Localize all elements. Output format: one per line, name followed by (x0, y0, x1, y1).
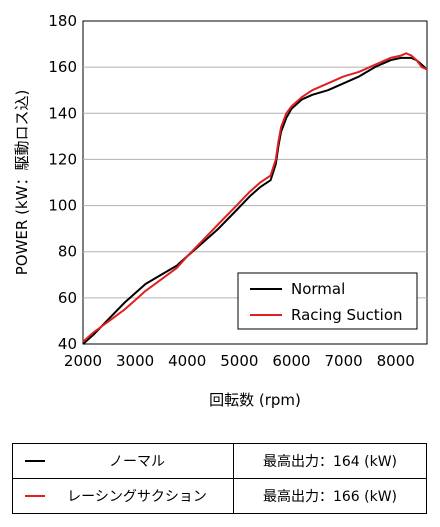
plot-frame (82, 20, 428, 345)
table-row: レーシングサクション 最高出力：166 (kW) (12, 478, 427, 514)
row-line-swatch (25, 460, 45, 462)
row-value: 最高出力：164 (kW) (233, 443, 427, 479)
x-tick-label: 2000 (64, 352, 102, 370)
row-line-swatch (25, 495, 45, 497)
y-tick-label: 80 (58, 243, 77, 261)
y-tick-label: 180 (48, 12, 77, 30)
y-axis-label: POWER (kW：駆動ロス込) (13, 90, 31, 276)
x-tick-label: 5000 (220, 352, 258, 370)
row-name-cell: レーシングサクション (12, 478, 234, 514)
x-tick-label: 7000 (325, 352, 363, 370)
x-tick-label: 8000 (377, 352, 415, 370)
power-chart: 2000 3000 4000 5000 6000 7000 8000 40 60 80 100 12… (13, 12, 428, 409)
series-line-racing-suction (82, 52, 428, 343)
legend-label-racing-suction: Racing Suction (291, 306, 403, 324)
x-axis-label: 回転数 (rpm) (209, 391, 301, 409)
y-tick-labels: 40 60 80 100 120 140 160 180 (48, 12, 77, 353)
spec-table: ノーマル 最高出力：164 (kW) レーシングサクション 最高出力：166 (… (12, 443, 427, 514)
y-tick-label: 40 (58, 335, 77, 353)
x-tick-label: 3000 (116, 352, 154, 370)
x-tick-labels: 2000 3000 4000 5000 6000 7000 8000 (64, 352, 415, 370)
y-tick-label: 100 (48, 197, 77, 215)
y-tick-label: 160 (48, 58, 77, 76)
legend: Normal Racing Suction (237, 272, 418, 330)
x-tick-label: 6000 (272, 352, 310, 370)
grid-lines (83, 66, 427, 299)
row-name: ノーマル (109, 454, 165, 470)
x-tick-label: 4000 (168, 352, 206, 370)
y-tick-label: 120 (48, 150, 77, 168)
legend-box (237, 272, 418, 330)
table-row: ノーマル 最高出力：164 (kW) (12, 443, 427, 479)
y-tick-label: 60 (58, 289, 77, 307)
legend-label-normal: Normal (291, 280, 345, 298)
row-value: 最高出力：166 (kW) (233, 478, 427, 514)
row-name: レーシングサクション (67, 489, 207, 505)
series-lines (82, 52, 428, 345)
row-name-cell: ノーマル (12, 443, 234, 479)
y-tick-label: 140 (48, 104, 77, 122)
